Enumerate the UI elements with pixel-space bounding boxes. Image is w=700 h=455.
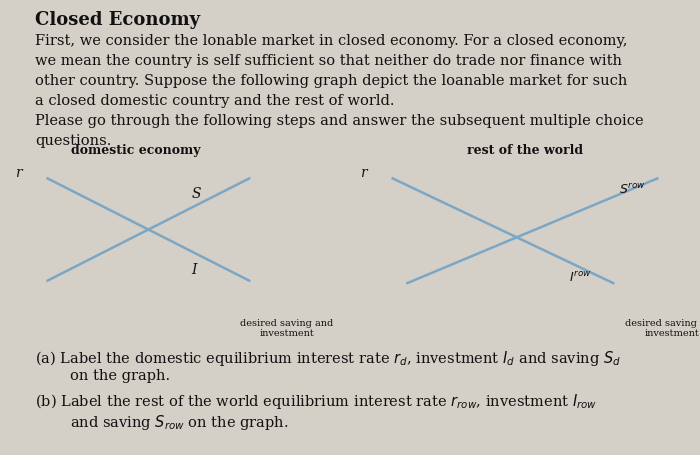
Text: and saving $S_{row}$ on the graph.: and saving $S_{row}$ on the graph.: [70, 412, 288, 431]
Text: $S^{row}$: $S^{row}$: [619, 182, 646, 197]
Text: r: r: [15, 166, 22, 180]
Text: First, we consider the lonable market in closed economy. For a closed economy,
w: First, we consider the lonable market in…: [35, 34, 643, 148]
Text: (a) Label the domestic equilibrium interest rate $r_d$, investment $I_d$ and sav: (a) Label the domestic equilibrium inter…: [35, 348, 621, 367]
Text: r: r: [360, 166, 367, 180]
Text: Closed Economy: Closed Economy: [35, 11, 200, 29]
Text: domestic economy: domestic economy: [71, 143, 201, 156]
Text: on the graph.: on the graph.: [70, 369, 170, 383]
Text: S: S: [191, 187, 201, 201]
Text: rest of the world: rest of the world: [467, 143, 583, 156]
Text: desired saving and
investment: desired saving and investment: [240, 318, 334, 337]
Text: (b) Label the rest of the world equilibrium interest rate $r_{row}$, investment : (b) Label the rest of the world equilibr…: [35, 391, 597, 410]
Text: $I^{row}$: $I^{row}$: [569, 269, 591, 284]
Text: I: I: [191, 263, 197, 277]
Text: desired saving and
investment: desired saving and investment: [625, 318, 700, 337]
